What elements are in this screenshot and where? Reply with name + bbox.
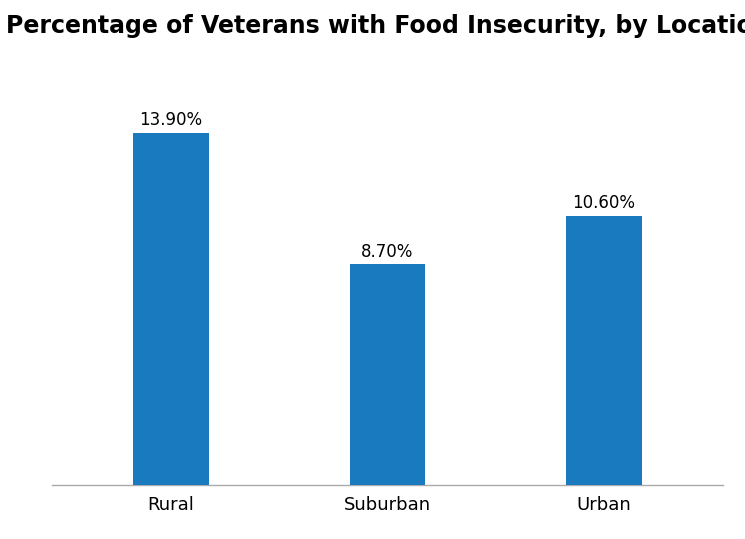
Bar: [349, 265, 425, 485]
Bar: [133, 133, 209, 485]
Bar: [566, 216, 641, 485]
Title: Percentage of Veterans with Food Insecurity, by Location: Percentage of Veterans with Food Insecur…: [5, 14, 745, 38]
Text: 13.90%: 13.90%: [139, 110, 203, 129]
Text: 10.60%: 10.60%: [572, 195, 635, 212]
Text: 8.70%: 8.70%: [361, 243, 413, 261]
